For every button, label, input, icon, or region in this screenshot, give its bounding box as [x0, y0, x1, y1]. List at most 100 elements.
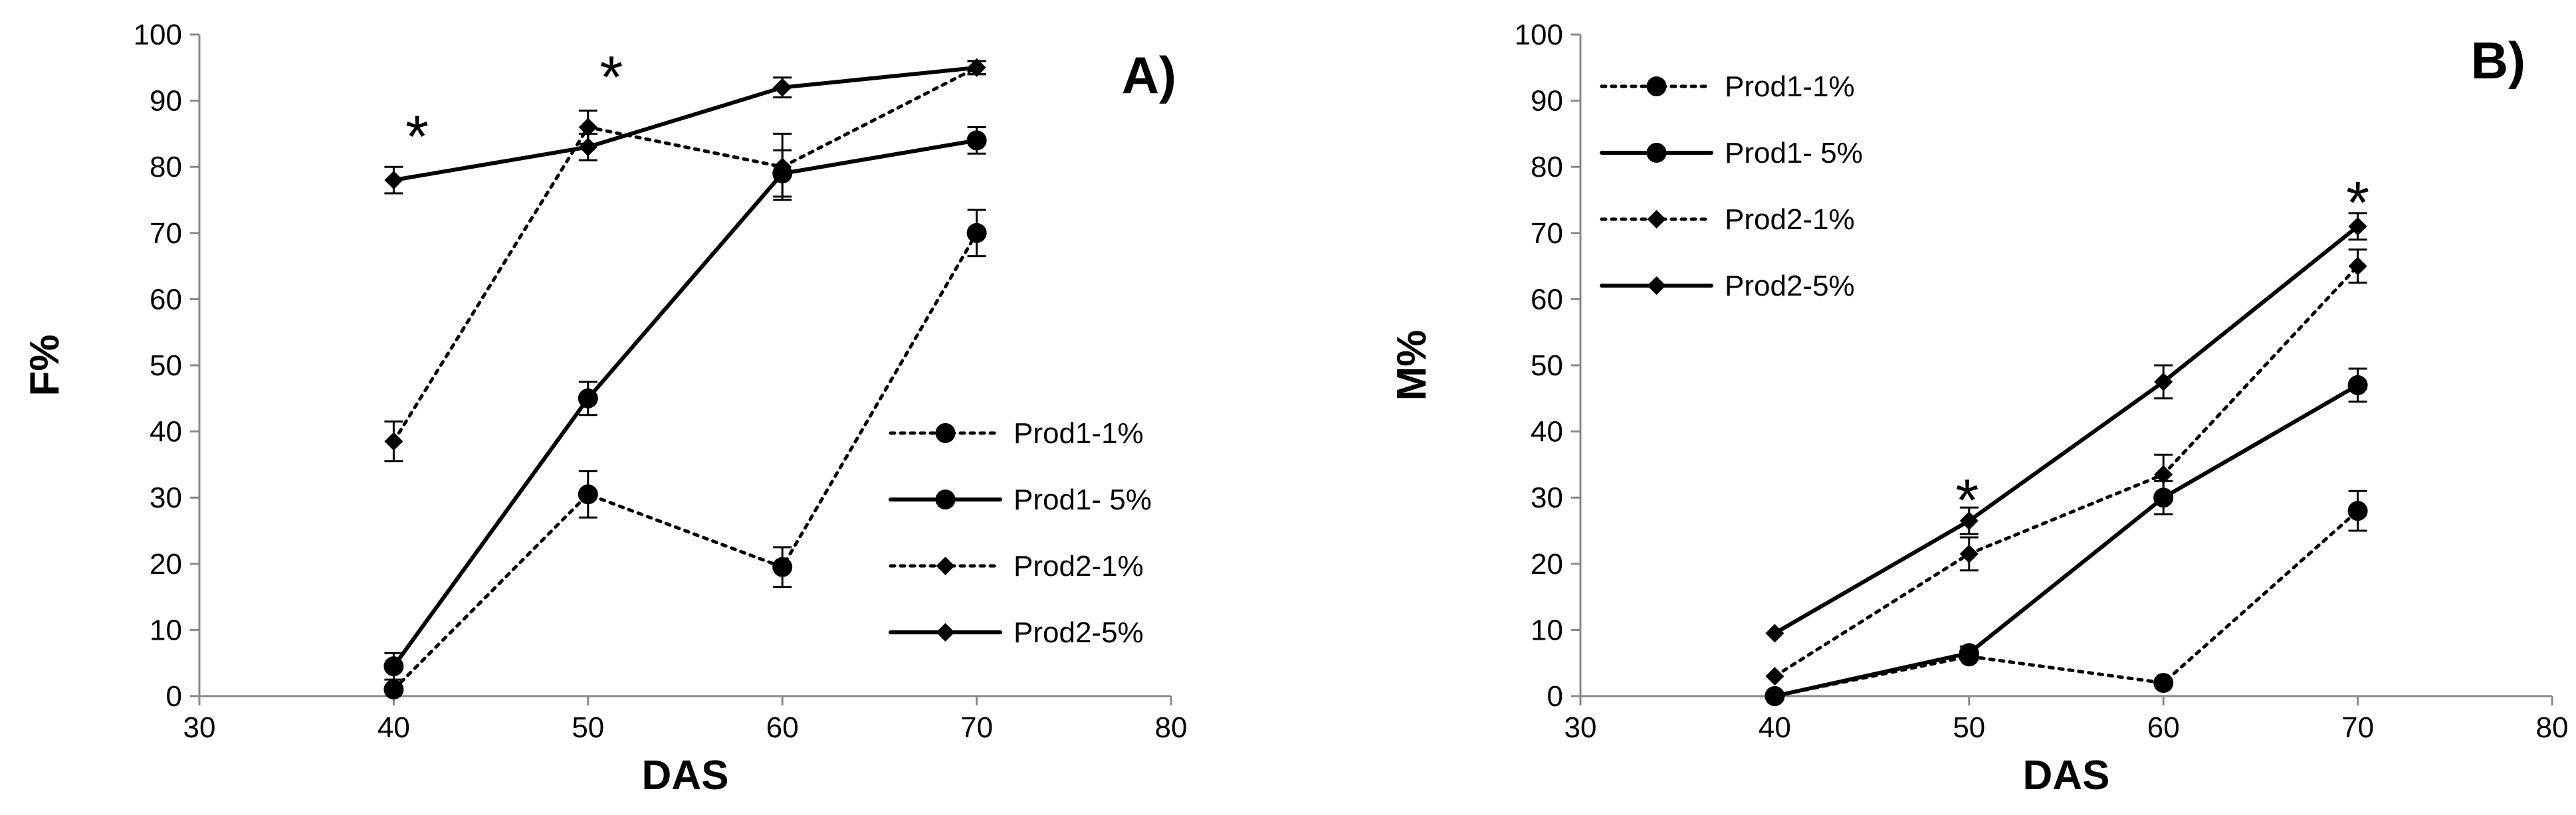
legend-label: Prod2-1% [1014, 550, 1144, 583]
x-tick-label: 30 [1564, 711, 1597, 744]
legend-label: Prod1- 5% [1725, 137, 1863, 169]
data-point [383, 656, 404, 677]
x-tick-label: 50 [572, 711, 604, 744]
legend-marker [935, 490, 956, 509]
significance-marker: * [599, 45, 623, 111]
legend-item: Prod1- 5% [1600, 137, 1863, 169]
panel-label-a: A) [1122, 46, 1176, 104]
data-point [2347, 501, 2368, 521]
legend-marker [1647, 210, 1666, 228]
data-point [384, 432, 403, 451]
y-tick-label: 10 [1531, 614, 1563, 646]
data-point [1959, 643, 1979, 664]
series-line [391, 65, 979, 183]
y-tick-label: 90 [150, 85, 182, 118]
data-point [967, 58, 986, 77]
x-tick-label: 80 [2536, 711, 2569, 744]
y-tick-label: 100 [1515, 19, 1563, 51]
legend-label: Prod2-1% [1725, 203, 1855, 236]
y-tick-label: 60 [1531, 283, 1563, 316]
x-tick-label: 60 [2147, 711, 2180, 744]
series-line [391, 66, 979, 444]
data-point [2153, 488, 2174, 508]
data-point [2348, 217, 2367, 236]
y-tick-label: 70 [150, 217, 182, 250]
y-tick-label: 80 [150, 151, 182, 183]
legend-item: Prod1- 5% [889, 484, 1152, 516]
legend-marker [936, 623, 955, 642]
legend-item: Prod2-5% [889, 616, 1144, 649]
data-point [966, 223, 987, 243]
data-point [578, 118, 597, 137]
series-line [1772, 264, 2360, 678]
series-line [1772, 509, 2360, 698]
series-4 [384, 58, 986, 195]
legend-marker [1647, 276, 1666, 295]
x-tick-label: 50 [1953, 711, 1985, 744]
legend-item: Prod1-1% [889, 417, 1144, 450]
data-point [1959, 511, 1979, 531]
legend-item: Prod2-1% [889, 550, 1144, 583]
panel-a: 0 10 20 30 40 50 60 70 80 90 100 30 40 50 60 70 80 DAS F% A… [22, 19, 1187, 798]
y-tick-label: 50 [1531, 349, 1563, 382]
y-tick-label: 30 [1531, 482, 1563, 514]
legend-label: Prod1- 5% [1014, 484, 1152, 516]
y-tick-label: 40 [150, 416, 182, 448]
y-tick-label: 30 [150, 482, 182, 514]
series-line [1772, 383, 2360, 698]
legend-marker [1646, 143, 1667, 163]
legend-marker [1646, 76, 1667, 96]
y-tick-label: 60 [150, 283, 182, 316]
x-tick-label: 70 [2341, 711, 2374, 744]
series-2 [383, 126, 987, 681]
data-point [772, 557, 793, 577]
y-tick-label: 70 [1531, 217, 1563, 250]
data-point [384, 171, 403, 190]
data-point [2154, 372, 2173, 391]
data-point [773, 78, 792, 97]
data-point [2154, 465, 2173, 484]
data-point [578, 137, 597, 157]
data-point [773, 157, 792, 177]
y-tick-label: 50 [150, 349, 182, 382]
legend: Prod1-1% Prod1- 5% Prod2-1% Prod2-5% [1600, 70, 1863, 302]
panel-label-b: B) [2471, 31, 2525, 90]
y-tick-label: 40 [1531, 416, 1563, 448]
legend-label: Prod2-5% [1014, 616, 1144, 649]
data-point [578, 484, 598, 505]
legend-item: Prod2-5% [1600, 270, 1855, 302]
legend-label: Prod1-1% [1014, 417, 1144, 450]
series-line [391, 138, 979, 669]
legend-label: Prod1-1% [1725, 70, 1855, 103]
series-3 [1765, 248, 2367, 686]
data-point [2347, 375, 2368, 395]
series-line [391, 231, 979, 691]
legend-item: Prod1-1% [1600, 70, 1855, 103]
y-axis-title: F% [22, 335, 68, 397]
data-point [966, 130, 987, 151]
series-3 [384, 58, 986, 462]
y-tick-label: 10 [150, 614, 182, 646]
data-point [383, 679, 404, 700]
data-point [2153, 673, 2174, 693]
x-tick-label: 60 [766, 711, 799, 744]
legend-item: Prod2-1% [1600, 203, 1855, 236]
x-tick-label: 70 [960, 711, 993, 744]
data-point [1765, 686, 1785, 706]
significance-marker: * [405, 104, 429, 170]
y-tick-label: 20 [1531, 548, 1563, 581]
x-axis-title: DAS [2023, 753, 2110, 798]
y-axis-title: M% [1389, 330, 1435, 401]
x-axis-title: DAS [642, 753, 729, 798]
significance-marker: * [2346, 170, 2369, 236]
x-tick-label: 40 [377, 711, 410, 744]
series-1 [1765, 490, 2368, 706]
x-tick-label: 40 [1759, 711, 1791, 744]
legend-marker [936, 557, 955, 575]
series-4 [1765, 212, 2367, 643]
panel-b: 0 10 20 30 40 50 60 70 80 90 100 30 40 50 60 70 80 DAS M% B… [1389, 19, 2568, 798]
significance-marker: * [1955, 468, 1979, 534]
legend: Prod1-1% Prod1- 5% Prod2-1% Prod2-5% [889, 417, 1152, 649]
y-tick-label: 0 [166, 680, 182, 713]
